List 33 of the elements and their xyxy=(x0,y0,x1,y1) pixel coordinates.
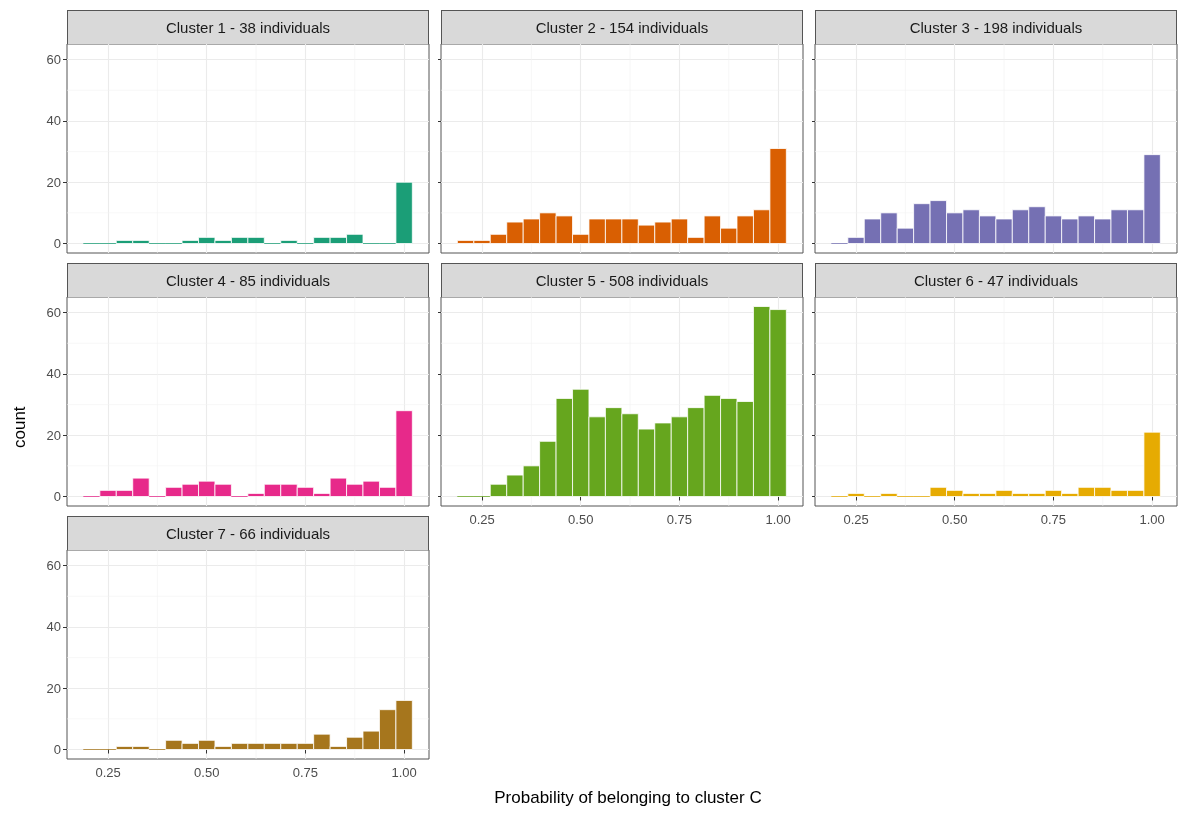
y-axis-title: count xyxy=(10,406,30,448)
chart-title: Cluster 1 - 38 individuals xyxy=(67,10,429,44)
y-tick-label: 60 xyxy=(46,558,61,574)
y-tick-label: 40 xyxy=(46,113,61,129)
y-tick-label: 0 xyxy=(53,489,61,504)
x-tick-label: 0.75 xyxy=(1040,512,1067,527)
y-tick-label: 0 xyxy=(53,742,61,757)
chart-title: Cluster 5 - 508 individuals xyxy=(441,263,803,297)
y-tick-label: 20 xyxy=(46,680,61,696)
y-tick-label: 60 xyxy=(46,305,61,321)
x-tick-label: 0.25 xyxy=(469,512,495,527)
y-tick-label: 40 xyxy=(46,619,61,635)
x-tick-label: 0.50 xyxy=(568,512,594,527)
x-tick-label: 1.00 xyxy=(391,765,417,780)
x-tick-label: 0.75 xyxy=(292,765,319,780)
y-tick-label: 60 xyxy=(46,52,61,68)
x-tick-label: 0.25 xyxy=(95,765,121,780)
x-tick-label: 0.25 xyxy=(843,512,869,527)
chart-title: Cluster 2 - 154 individuals xyxy=(441,10,803,44)
chart-title: Cluster 6 - 47 individuals xyxy=(815,263,1177,297)
chart-title: Cluster 7 - 66 individuals xyxy=(67,516,429,550)
x-tick-label: 1.00 xyxy=(1139,512,1165,527)
x-tick-label: 1.00 xyxy=(765,512,791,527)
y-tick-label: 20 xyxy=(46,174,61,190)
chart-title: Cluster 4 - 85 individuals xyxy=(67,263,429,297)
x-tick-label: 0.50 xyxy=(942,512,968,527)
chart-title: Cluster 3 - 198 individuals xyxy=(815,10,1177,44)
y-tick-label: 0 xyxy=(53,236,61,251)
x-tick-label: 0.75 xyxy=(666,512,693,527)
x-tick-label: 0.50 xyxy=(194,765,220,780)
y-tick-label: 40 xyxy=(46,366,61,382)
x-axis-title: Probability of belonging to cluster C xyxy=(493,788,763,808)
y-tick-label: 20 xyxy=(46,427,61,443)
